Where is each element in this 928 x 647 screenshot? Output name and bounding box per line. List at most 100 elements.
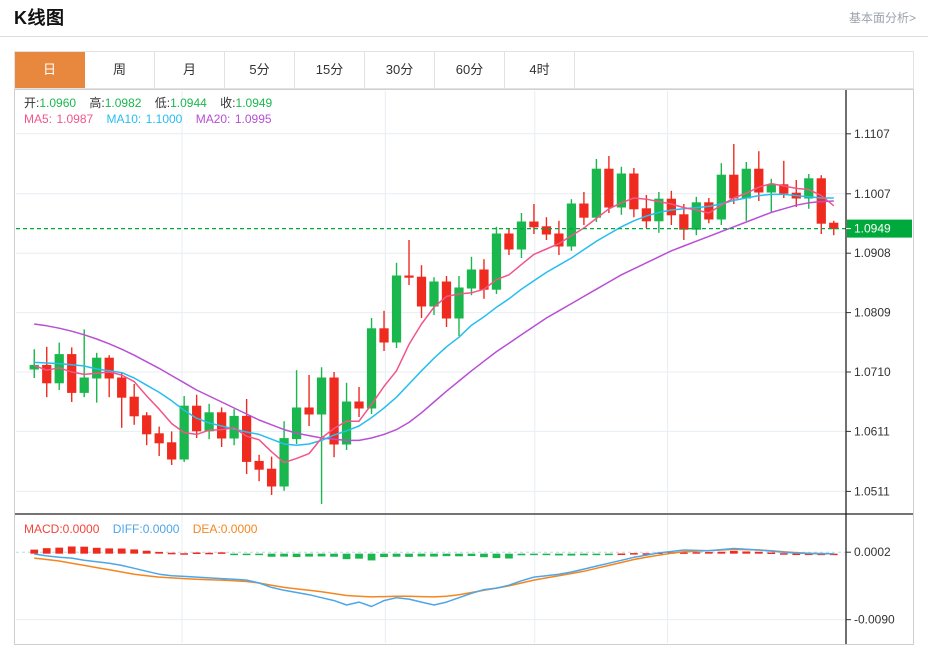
- price-tick-label: 1.1107: [854, 127, 890, 141]
- macd-bar: [630, 553, 638, 555]
- macd-bar: [92, 547, 101, 554]
- candle-body: [616, 173, 627, 208]
- macd-bar: [142, 550, 151, 554]
- macd-tick-label: -0.0090: [854, 613, 895, 627]
- macd-bar: [580, 553, 588, 556]
- candle-body: [142, 415, 152, 435]
- macd-bar: [130, 549, 139, 554]
- price-tick-label: 1.0809: [854, 306, 891, 320]
- price-tick-label: 1.0511: [854, 484, 890, 498]
- macd-bar: [230, 553, 238, 556]
- macd-bar: [455, 553, 463, 557]
- candle-body: [404, 275, 414, 278]
- fundamental-analysis-link[interactable]: 基本面分析>: [848, 11, 916, 25]
- macd-bar: [305, 553, 313, 557]
- macd-bar: [167, 552, 176, 555]
- macd-bar: [355, 553, 363, 559]
- candle-body: [441, 281, 452, 319]
- macd-histogram: [30, 546, 838, 561]
- tab-7[interactable]: 4时: [505, 52, 575, 88]
- macd-bar: [742, 551, 751, 554]
- macd-bar: [542, 553, 551, 556]
- candle-body: [766, 184, 776, 193]
- tab-2[interactable]: 月: [155, 52, 225, 88]
- ma10-line: [34, 193, 834, 446]
- macd-bar: [80, 546, 89, 554]
- candle-body: [129, 396, 139, 417]
- macd-bar: [217, 552, 226, 554]
- candle-body: [429, 281, 439, 307]
- macd-bar: [555, 553, 563, 556]
- candle-body: [629, 173, 639, 210]
- tab-5[interactable]: 30分: [365, 52, 435, 88]
- price-tick-label: 1.1007: [854, 187, 891, 201]
- macd-bar: [417, 553, 426, 557]
- macd-bar: [704, 552, 713, 554]
- macd-bar: [729, 550, 738, 554]
- tab-0[interactable]: 日: [15, 52, 85, 88]
- macd-bar: [392, 553, 401, 557]
- chart-container[interactable]: 1.1107 1.1007 1.0949 1.0908 1.0809 1.0710 1.06…: [14, 89, 914, 645]
- candle-body: [566, 203, 577, 247]
- timeframe-tabbar: 日周月 5分 15分 30分 60分 4时: [14, 51, 914, 89]
- macd-bar: [267, 553, 276, 557]
- candle-body: [591, 168, 602, 218]
- tab-4[interactable]: 15分: [295, 52, 365, 88]
- candle-body: [654, 198, 664, 222]
- macd-bar: [280, 553, 288, 557]
- candle-body: [504, 233, 514, 250]
- macd-bar: [430, 553, 438, 557]
- candlestick-series: [29, 144, 839, 504]
- macd-tick-label: 0.0002: [854, 545, 891, 559]
- current-price-badge: [847, 219, 912, 238]
- tab-3[interactable]: 5分: [225, 52, 295, 88]
- tabbar-filler: [575, 52, 913, 88]
- price-tick-label: 1.0908: [854, 246, 891, 260]
- macd-bar: [754, 551, 763, 554]
- tab-1[interactable]: 周: [85, 52, 155, 88]
- candle-body: [42, 364, 52, 384]
- macd-bar: [567, 553, 576, 556]
- macd-bar: [517, 553, 526, 556]
- macd-bar: [779, 553, 788, 555]
- macd-bar: [480, 553, 488, 558]
- candle-body: [679, 214, 689, 230]
- macd-bar: [617, 553, 626, 556]
- price-tick-label: 1.0611: [854, 424, 890, 438]
- macd-bar: [242, 553, 251, 556]
- macd-bar: [605, 553, 613, 556]
- candle-body: [167, 442, 177, 460]
- macd-bar: [505, 553, 513, 559]
- candle-body: [291, 407, 302, 440]
- price-tick-label: 1.0710: [854, 365, 891, 379]
- candle-body: [104, 357, 114, 379]
- macd-bar: [42, 548, 51, 554]
- candle-body: [117, 377, 127, 398]
- macd-bar: [642, 553, 651, 555]
- tab-6[interactable]: 60分: [435, 52, 505, 88]
- candle-body: [716, 174, 726, 220]
- candle-body: [579, 203, 589, 218]
- candle-body: [154, 433, 164, 444]
- macd-bar: [67, 546, 76, 554]
- candle-body: [366, 328, 377, 409]
- candle-body: [67, 354, 77, 393]
- candle-body: [779, 184, 789, 194]
- candle-body: [416, 276, 427, 307]
- macd-bar: [530, 553, 538, 556]
- macd-bar: [205, 552, 214, 555]
- page-title: K线图: [14, 8, 65, 28]
- macd-bar: [342, 553, 351, 560]
- candle-body: [541, 226, 552, 235]
- macd-bar: [767, 552, 776, 554]
- candle-body: [354, 401, 364, 409]
- kline-chart[interactable]: 1.1107 1.1007 1.0949 1.0908 1.0809 1.0710 1.06…: [15, 90, 913, 644]
- candle-body: [666, 198, 676, 216]
- macd-bar: [405, 553, 413, 557]
- macd-bar: [330, 553, 338, 557]
- macd-bar: [255, 553, 263, 556]
- macd-bar: [117, 548, 126, 554]
- candle-body: [391, 275, 402, 343]
- macd-bar: [804, 553, 813, 556]
- macd-bar: [155, 551, 164, 554]
